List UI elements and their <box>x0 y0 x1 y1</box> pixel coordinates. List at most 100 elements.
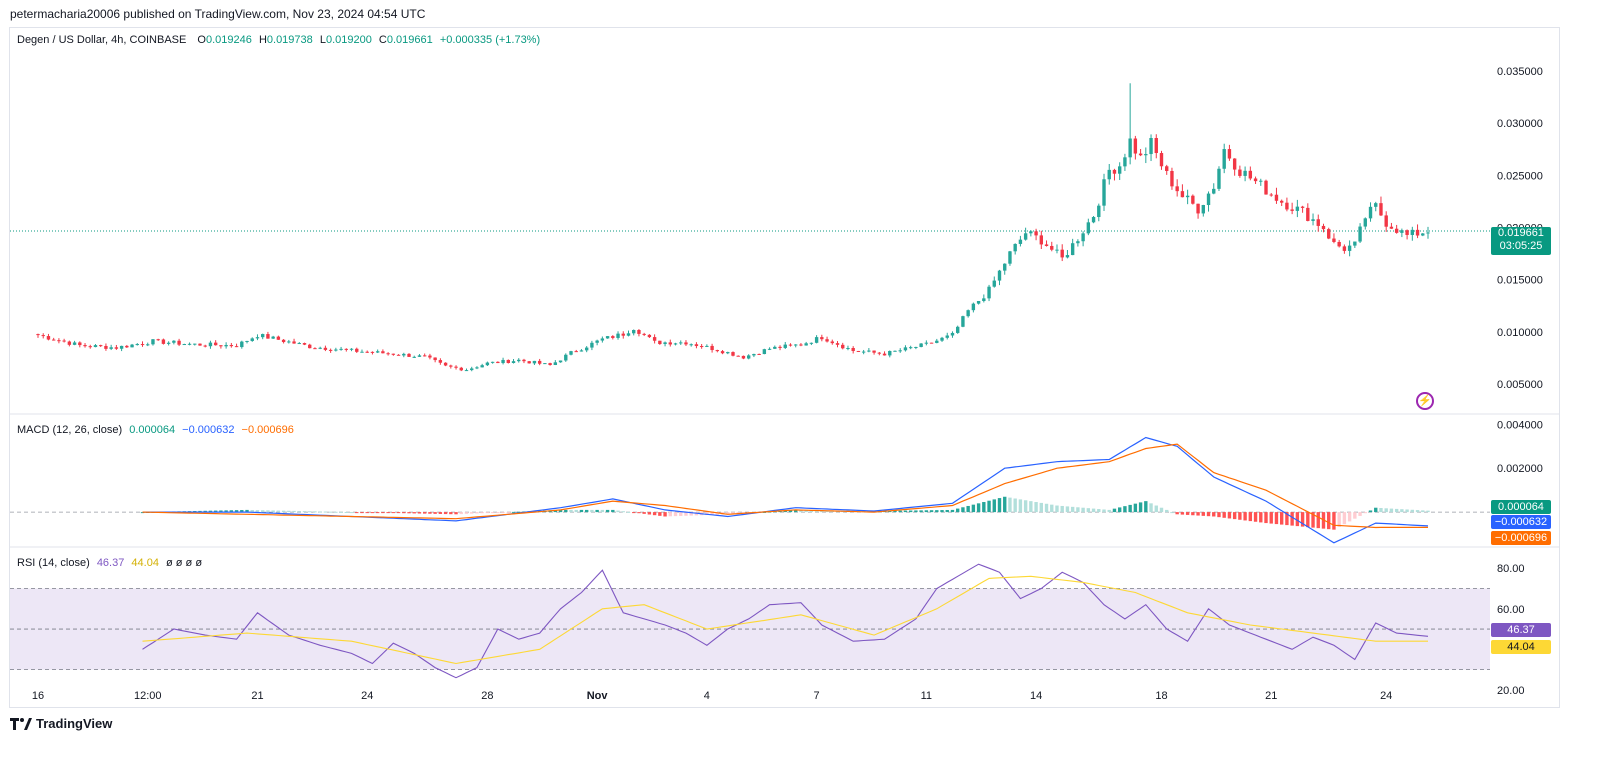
candle-body <box>1238 169 1242 176</box>
macd-histogram-bar <box>1415 510 1420 513</box>
macd-histogram-bar <box>1003 496 1007 513</box>
candle-body <box>517 359 521 362</box>
macd-histogram-bar <box>741 512 746 514</box>
candle-body <box>652 337 657 341</box>
macd-histogram-bar <box>1253 512 1258 522</box>
candle-body <box>564 354 568 361</box>
candle-body <box>417 355 422 357</box>
macd-histogram-bar <box>569 509 573 513</box>
macd-histogram-bar <box>438 512 443 514</box>
candle-body <box>1227 149 1232 159</box>
macd-histogram-bar <box>945 509 949 513</box>
candle-body <box>584 347 589 351</box>
macd-histogram-bar <box>213 510 218 513</box>
candle-body <box>694 344 699 347</box>
candle-body <box>908 347 913 349</box>
macd-histogram-bar <box>1206 512 1211 517</box>
candle-body <box>992 280 996 287</box>
candle-body <box>438 360 443 363</box>
candle-body <box>334 349 338 351</box>
candle-body <box>1269 194 1273 196</box>
macd-histogram-bar <box>1259 512 1263 523</box>
macd-signal-value: −0.000696 <box>241 424 294 436</box>
candle-body <box>396 354 401 356</box>
macd-histogram-bar <box>1342 512 1347 525</box>
candle-body <box>511 361 516 364</box>
macd-histogram-bar <box>1269 512 1273 524</box>
candle-body <box>1107 169 1111 180</box>
candle-body <box>1264 180 1268 195</box>
price-tick-label: 0.010000 <box>1497 327 1543 339</box>
macd-histogram-bar <box>328 511 333 513</box>
candle-body <box>281 339 286 343</box>
candle-body <box>757 353 761 355</box>
macd-histogram-bar <box>470 512 474 514</box>
macd-histogram-bar <box>705 512 709 516</box>
macd-histogram-bar <box>1410 509 1415 513</box>
candle-body <box>250 338 254 341</box>
macd-histogram-bar <box>647 512 652 515</box>
publisher-line: petermacharia20006 published on TradingV… <box>10 7 426 21</box>
candle-body <box>720 351 725 354</box>
macd-hist-value: 0.000064 <box>129 424 176 436</box>
candle-body <box>292 341 296 344</box>
candle-body <box>804 343 808 346</box>
candle-body <box>746 355 751 359</box>
candle-body <box>950 332 955 336</box>
candle-body <box>308 344 312 349</box>
lightning-icon[interactable]: ⚡ <box>1416 392 1434 410</box>
rsi-ma-line <box>142 575 1428 665</box>
candle-body <box>1253 178 1258 182</box>
macd-histogram-bar <box>370 512 375 514</box>
candle-body <box>213 342 218 346</box>
candle-body <box>1060 249 1064 258</box>
candle-body <box>1123 157 1127 167</box>
macd-histogram-bar <box>584 509 589 513</box>
macd-histogram-bar <box>281 510 286 513</box>
macd-histogram-bar <box>710 512 714 515</box>
candle-body <box>1394 228 1399 233</box>
macd-histogram-bar <box>950 509 955 513</box>
candle-body <box>1243 170 1247 176</box>
chart-frame[interactable] <box>9 27 1560 708</box>
candle-body <box>1144 154 1148 156</box>
macd-histogram-bar <box>611 509 615 513</box>
candle-body <box>1410 229 1415 235</box>
candle-body <box>861 351 866 353</box>
macd-histogram-bar <box>381 512 385 514</box>
candle-body <box>595 340 599 343</box>
candle-body <box>1300 206 1305 208</box>
macd-histogram-bar <box>679 512 683 516</box>
candle-body <box>673 343 678 345</box>
macd-histogram-bar <box>1285 512 1289 526</box>
candle-body <box>924 342 929 344</box>
tradingview-logo-icon <box>10 717 32 730</box>
macd-histogram-bar <box>1358 512 1362 516</box>
time-tick-label: 16 <box>32 690 44 702</box>
time-tick-label: 21 <box>251 690 263 702</box>
candle-body <box>1070 243 1075 256</box>
tradingview-brand: TradingView <box>36 716 113 731</box>
macd-histogram-bar <box>1347 512 1352 522</box>
macd-histogram-bar <box>1290 512 1294 526</box>
macd-histogram-bar <box>1212 512 1216 517</box>
macd-histogram-bar <box>992 499 996 513</box>
macd-histogram-bar <box>1013 498 1017 513</box>
low-value: 0.019200 <box>325 34 372 46</box>
macd-histogram-bar <box>600 509 605 513</box>
macd-histogram-bar <box>1175 512 1179 515</box>
candle-body <box>287 341 291 343</box>
candle-body <box>422 355 427 357</box>
macd-histogram-bar <box>1353 512 1357 519</box>
macd-histogram-bar <box>1107 509 1111 513</box>
tradingview-footer[interactable]: TradingView <box>10 716 112 731</box>
macd-histogram-bar <box>1316 512 1320 529</box>
macd-histogram-bar <box>323 511 328 513</box>
macd-histogram-bar <box>736 512 740 514</box>
macd-histogram-bar <box>297 511 301 513</box>
candle-body <box>856 350 861 352</box>
candle-body <box>543 363 547 365</box>
macd-histogram-bar <box>888 510 892 513</box>
candle-body <box>903 347 908 351</box>
